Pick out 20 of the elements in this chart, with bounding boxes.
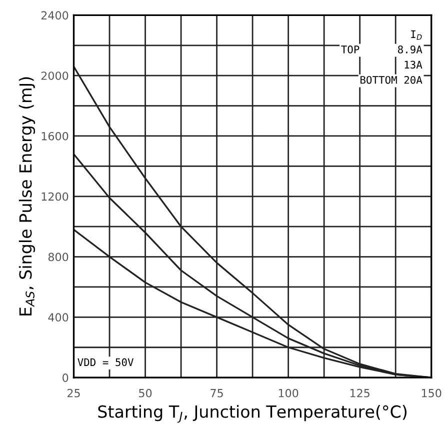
y-tick-label: 0	[62, 374, 68, 382]
y-axis-title: E$_{AS}$, Single Pulse Energy (mJ)	[18, 77, 36, 316]
x-axis-title: Starting T$_{J}$, Junction Temperature(°C)	[98, 405, 406, 423]
x-tick-label: 75	[210, 389, 223, 398]
y-tick-label: 2400	[41, 11, 68, 20]
annotation: BOTTOM 20A	[360, 76, 422, 84]
y-tick-label: 800	[48, 252, 68, 262]
y-tick-label: 1200	[42, 192, 68, 201]
y-tick-label: 1600	[42, 132, 68, 140]
annotation: I$_{D}$	[411, 30, 422, 40]
annotation: 13A	[404, 60, 422, 69]
y-tick-label: 400	[48, 313, 68, 322]
x-tick-label: 125	[350, 388, 370, 398]
x-tick-label: 25	[68, 388, 80, 398]
x-tick-label: 150	[422, 388, 442, 398]
annotation: VDD = 50V	[78, 358, 134, 366]
y-tick-label: 2000	[41, 72, 68, 80]
x-tick-label: 100	[278, 388, 298, 398]
x-tick-label: 50	[139, 388, 152, 398]
annotation: TOP 8.9A	[341, 46, 422, 54]
